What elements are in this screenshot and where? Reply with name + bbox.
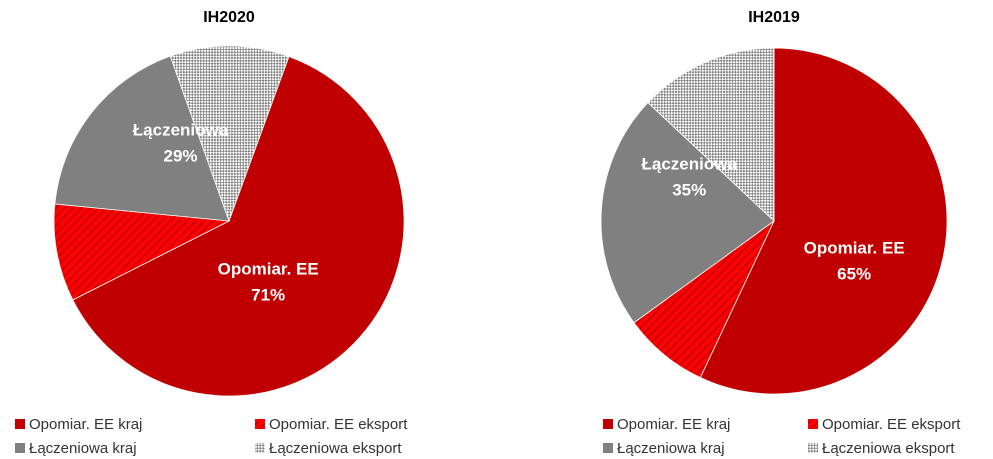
legend-label: Łączeniowa kraj [617, 440, 725, 457]
legend-swatch [808, 419, 818, 429]
pie-slice [72, 56, 405, 397]
legend-label: Łączeniowa kraj [29, 440, 137, 457]
chart-title: IH2019 [748, 9, 800, 26]
group-label-value: 35% [672, 180, 706, 199]
group-label-name: Opomiar. EE [804, 238, 905, 257]
group-label-name: Łączeniowa [133, 120, 229, 139]
group-label-name: Opomiar. EE [218, 260, 319, 279]
legend-swatch [603, 419, 613, 429]
group-label-name: Łączeniowa [642, 154, 738, 173]
pie-slice [647, 47, 775, 222]
group-label-value: 29% [163, 146, 197, 165]
pie-slice [600, 102, 775, 324]
legend-label: Opomiar. EE eksport [269, 416, 408, 433]
legend-swatch [15, 419, 25, 429]
group-label-value: 65% [837, 264, 871, 283]
legend-label: Opomiar. EE kraj [617, 416, 730, 433]
pie-slice [699, 47, 948, 395]
pie-slice [169, 45, 290, 223]
group-label-value: 71% [251, 286, 285, 305]
legend-label: Opomiar. EE eksport [822, 416, 961, 433]
pie-slice [53, 203, 231, 301]
legend-swatch [255, 443, 265, 453]
legend-label: Łączeniowa eksport [822, 440, 955, 457]
legend-swatch [808, 443, 818, 453]
pie-slice [54, 55, 230, 222]
legend-swatch [15, 443, 25, 453]
legend-swatch [255, 419, 265, 429]
chart-title: IH2020 [203, 9, 255, 26]
legend-swatch [603, 443, 613, 453]
legend-label: Opomiar. EE kraj [29, 416, 142, 433]
legend-label: Łączeniowa eksport [269, 440, 402, 457]
